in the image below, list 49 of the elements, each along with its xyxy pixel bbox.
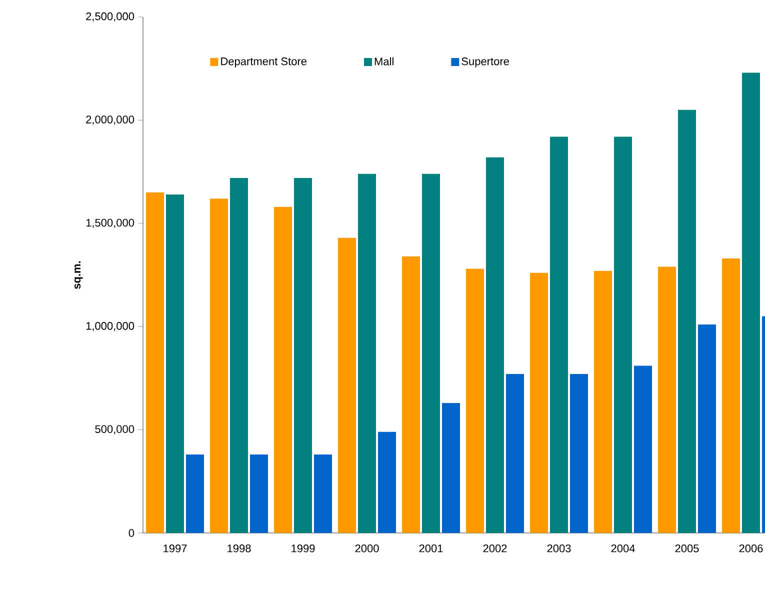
bar [250, 454, 268, 533]
bar [422, 174, 440, 533]
bar [166, 194, 184, 533]
y-tick-label: 2,000,000 [86, 116, 134, 125]
y-tick-label: 500,000 [95, 425, 134, 434]
bar [614, 136, 632, 533]
bar [742, 72, 760, 533]
x-tick-label: 1998 [228, 544, 251, 552]
x-tick-label: 2000 [355, 544, 379, 552]
y-tick-label: 0 [128, 529, 134, 537]
bar [678, 110, 696, 533]
bar [530, 272, 548, 533]
x-tick-label: 2004 [611, 544, 635, 552]
bar [550, 136, 568, 533]
legend-label: Department Store [221, 57, 306, 68]
x-tick-label: 1999 [292, 544, 315, 552]
bar [274, 206, 292, 533]
legend-label: Supertore [462, 57, 509, 68]
bar [230, 178, 248, 533]
bar [358, 174, 376, 533]
bar [442, 402, 460, 533]
bar [210, 198, 228, 533]
y-tick-label: 1,500,000 [86, 218, 134, 228]
bar [570, 374, 588, 533]
bar [634, 366, 652, 533]
bar [294, 178, 312, 533]
bar [314, 454, 332, 533]
y-axis-title: sq.m. [74, 261, 83, 289]
bar [186, 454, 204, 533]
x-tick-label: 2002 [483, 544, 507, 552]
bar [402, 256, 420, 533]
bar [146, 192, 164, 533]
bar [378, 432, 396, 533]
bar [506, 374, 524, 533]
x-tick-label: 2001 [419, 544, 443, 552]
bar [338, 238, 356, 533]
bar [486, 157, 504, 533]
x-tick-label: 1997 [164, 544, 187, 552]
bar [594, 270, 612, 533]
bar [698, 324, 716, 533]
bar [658, 266, 676, 533]
x-tick-label: 2003 [547, 544, 571, 552]
bar [466, 268, 484, 533]
x-tick-label: 2006 [739, 544, 763, 552]
y-tick-label: 1,000,000 [86, 322, 134, 332]
x-tick-label: 2005 [675, 544, 699, 552]
y-tick-label: 2,500,000 [86, 12, 134, 22]
legend-label: Mall [374, 57, 394, 66]
bar [722, 258, 740, 533]
